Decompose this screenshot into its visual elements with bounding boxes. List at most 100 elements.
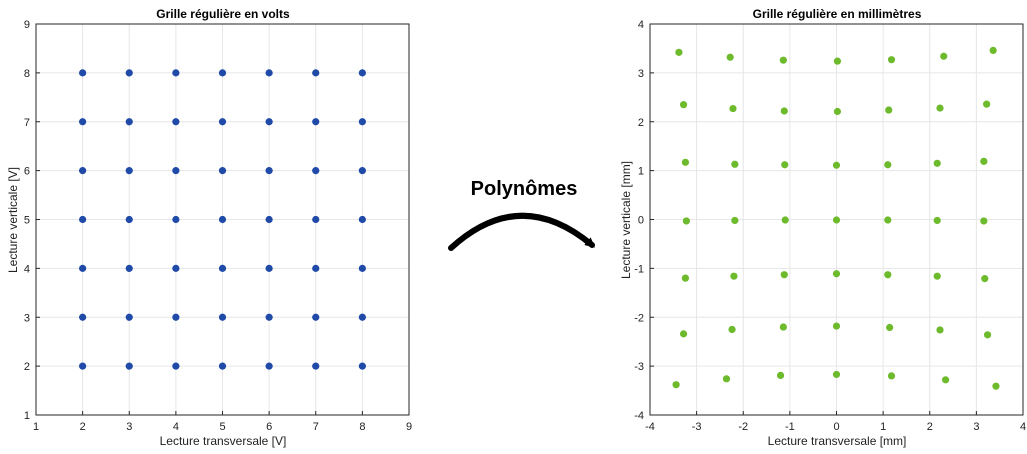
data-point bbox=[125, 362, 133, 370]
data-point bbox=[731, 216, 739, 225]
transform-arrow: Polynômes bbox=[448, 178, 596, 251]
data-point bbox=[79, 313, 87, 321]
data-point bbox=[172, 313, 180, 321]
data-point bbox=[312, 215, 320, 224]
data-point bbox=[730, 272, 738, 280]
y-tick-label: 8 bbox=[24, 68, 30, 80]
data-point bbox=[172, 215, 180, 224]
data-point bbox=[172, 264, 180, 272]
data-point bbox=[728, 325, 736, 334]
x-tick-label: -1 bbox=[785, 421, 795, 433]
data-point bbox=[731, 160, 739, 168]
data-point bbox=[933, 216, 941, 225]
data-point bbox=[172, 118, 180, 126]
data-point bbox=[983, 100, 991, 108]
data-point bbox=[312, 264, 320, 272]
data-point bbox=[312, 362, 320, 370]
x-tick-label: 9 bbox=[406, 421, 412, 433]
y-tick-label: 0 bbox=[638, 215, 644, 227]
data-point bbox=[358, 264, 366, 272]
data-point bbox=[832, 216, 841, 224]
y-tick-label: 6 bbox=[24, 166, 30, 178]
y-tick-label: 3 bbox=[24, 312, 30, 324]
data-point bbox=[312, 167, 320, 175]
data-point bbox=[218, 167, 227, 175]
data-point bbox=[79, 118, 87, 126]
data-point bbox=[672, 381, 680, 389]
data-point bbox=[933, 159, 941, 167]
data-point bbox=[780, 107, 788, 115]
x-tick-label: 8 bbox=[359, 421, 365, 433]
data-point bbox=[833, 57, 842, 65]
data-point bbox=[675, 48, 683, 56]
x-tick-label: 5 bbox=[219, 421, 225, 433]
data-point bbox=[936, 326, 944, 334]
data-point bbox=[980, 217, 988, 225]
chart-volts: Grille régulière en volts 1 2 3 4 5 6 7 8 9 1 2 3 4 5… bbox=[6, 7, 412, 448]
data-point bbox=[884, 216, 892, 224]
data-point bbox=[218, 69, 227, 77]
data-point bbox=[940, 52, 948, 60]
data-point bbox=[172, 69, 180, 77]
chart-millimeters: Grille régulière en millimètres -4 -3 -2 -1… bbox=[619, 7, 1026, 448]
x-axis-label: Lecture transversale [V] bbox=[160, 434, 287, 448]
data-point bbox=[265, 118, 273, 126]
data-point bbox=[781, 161, 789, 169]
data-point bbox=[218, 264, 227, 272]
x-tick-label: 2 bbox=[927, 421, 933, 433]
x-tick-label: 4 bbox=[1020, 421, 1026, 433]
data-point bbox=[265, 69, 273, 77]
data-point bbox=[981, 275, 989, 283]
data-point bbox=[358, 362, 366, 370]
y-tick-label: 4 bbox=[638, 19, 644, 31]
x-tick-label: 0 bbox=[833, 421, 839, 433]
x-tick-label: 4 bbox=[173, 421, 179, 433]
data-point bbox=[79, 264, 87, 272]
data-point bbox=[358, 69, 366, 77]
x-tick-label: 6 bbox=[266, 421, 272, 433]
data-point bbox=[887, 372, 896, 380]
y-tick-label: -3 bbox=[634, 361, 644, 373]
data-point bbox=[933, 272, 941, 280]
data-point bbox=[358, 167, 366, 175]
x-tick-label: -2 bbox=[738, 421, 748, 433]
data-point bbox=[312, 313, 320, 321]
chart-title: Grille régulière en volts bbox=[156, 7, 290, 21]
data-point bbox=[833, 107, 842, 116]
data-point bbox=[265, 362, 273, 370]
y-tick-label: 2 bbox=[638, 117, 644, 129]
y-tick-label: -1 bbox=[634, 263, 644, 275]
y-axis-label: Lecture verticale [mm] bbox=[619, 161, 633, 279]
data-point bbox=[79, 69, 87, 77]
data-point bbox=[218, 215, 227, 224]
data-point bbox=[936, 104, 944, 112]
data-point bbox=[780, 271, 788, 279]
data-point bbox=[832, 270, 841, 278]
y-tick-label: 7 bbox=[24, 117, 30, 129]
x-tick-label: 2 bbox=[80, 421, 86, 433]
data-point bbox=[265, 264, 273, 272]
y-tick-label: -2 bbox=[634, 312, 644, 324]
y-tick-label: 3 bbox=[638, 68, 644, 80]
x-tick-label: 3 bbox=[973, 421, 979, 433]
data-point bbox=[172, 167, 180, 175]
data-point bbox=[218, 118, 227, 126]
chart-title: Grille régulière en millimètres bbox=[753, 7, 922, 21]
data-point bbox=[358, 118, 366, 126]
data-point bbox=[989, 46, 997, 54]
data-point bbox=[726, 53, 734, 61]
y-tick-label: 1 bbox=[638, 166, 644, 178]
arrow-label: Polynômes bbox=[471, 178, 578, 200]
data-point bbox=[781, 216, 789, 224]
data-point bbox=[79, 167, 87, 175]
data-point bbox=[125, 313, 133, 321]
x-axis-label: Lecture transversale [mm] bbox=[768, 434, 907, 448]
curved-arrow-icon bbox=[448, 212, 596, 251]
data-point bbox=[884, 161, 892, 169]
data-point bbox=[832, 161, 841, 169]
data-point bbox=[265, 313, 273, 321]
data-point bbox=[682, 217, 690, 225]
data-point bbox=[358, 313, 366, 321]
y-tick-label: 5 bbox=[24, 215, 30, 227]
y-axis-label: Lecture verticale [V] bbox=[6, 167, 20, 273]
